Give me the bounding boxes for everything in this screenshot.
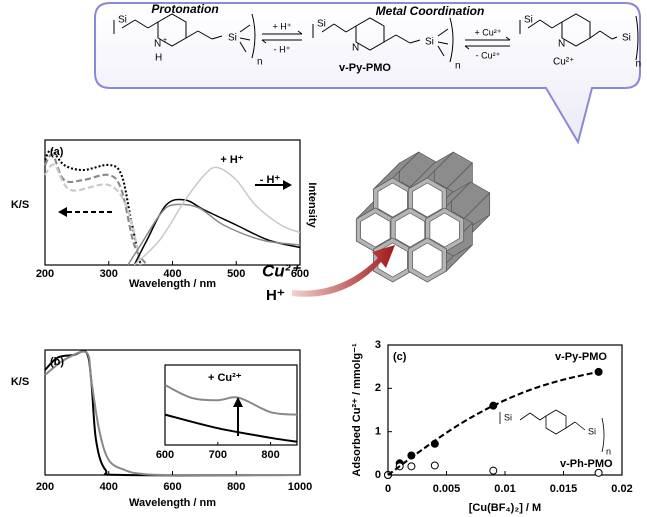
y-axis-label: K/S: [11, 199, 29, 211]
plot-frame: [387, 344, 623, 476]
y2-axis-label: Intensity: [306, 182, 318, 228]
y-tick-label: 2: [375, 382, 381, 394]
y-axis-label: Adsorbed Cu²⁺ / mmolg⁻¹: [351, 343, 363, 477]
structure: [499, 409, 605, 453]
series-label: v-Ph-PMO: [560, 458, 613, 470]
data-line: [133, 166, 301, 266]
x-tick-label: 600: [163, 481, 181, 493]
pore-hole: [377, 182, 408, 218]
data-line: [164, 384, 298, 416]
data-line: [387, 370, 599, 476]
arrow-head: [283, 180, 292, 190]
data-line: [44, 350, 301, 477]
arrow: [292, 245, 395, 297]
h: H: [155, 53, 162, 64]
cu-label: Cu²⁺: [262, 261, 301, 280]
x-axis-label: [Cu(BF₄)₂] / M: [469, 502, 541, 514]
si: Si: [425, 37, 434, 48]
si: Si: [228, 33, 237, 44]
data-point: [489, 466, 498, 475]
plus: +: [163, 37, 167, 44]
si: Si: [317, 19, 326, 30]
data-line: [164, 413, 298, 443]
x-axis-label: Wavelength / nm: [129, 278, 216, 290]
cu: Cu²⁺: [553, 57, 574, 68]
x-tick-label: 400: [100, 481, 118, 493]
plus-cu: + Cu²⁺: [474, 27, 501, 37]
si: Si: [524, 15, 533, 26]
x-tick-label: 700: [209, 449, 227, 461]
repeat: n: [257, 57, 263, 68]
pore-hole: [412, 182, 443, 218]
compound-label: v-Py-PMO: [339, 62, 391, 74]
annotation: + Cu²⁺: [208, 372, 242, 384]
pore-hole: [412, 242, 443, 278]
scheme-bubble: [94, 2, 641, 145]
y-axis-label: K/S: [11, 376, 29, 388]
x-tick-label: 0.005: [433, 483, 461, 495]
repeat: n: [635, 59, 641, 70]
n: N: [558, 39, 565, 50]
si: Si: [118, 15, 127, 26]
x-tick-label: 800: [227, 481, 245, 493]
data-line: [44, 163, 142, 266]
x-tick-label: 0.015: [550, 483, 578, 495]
h-label: H⁺: [266, 287, 285, 304]
n: N: [154, 39, 161, 50]
y-tick-label: 1: [375, 426, 381, 438]
repeat: n: [606, 446, 611, 456]
x-tick-label: 300: [100, 268, 118, 280]
pore-hole: [394, 212, 426, 248]
si: Si: [622, 33, 631, 44]
scheme-labels: Protonation Metal Coordination + H⁺ - H⁺…: [118, 2, 641, 74]
n: N: [352, 43, 359, 54]
x-tick-label: 400: [163, 268, 181, 280]
x-tick-label: 800: [261, 449, 279, 461]
panel-label: (b): [50, 356, 64, 368]
data-line: [44, 153, 148, 266]
x-axis-label: Wavelength / nm: [129, 497, 216, 509]
minus-h: - H⁺: [274, 44, 291, 54]
coordination-label: Metal Coordination: [376, 4, 485, 18]
x-tick-label: 1000: [288, 481, 312, 493]
plus-h: + H⁺: [272, 21, 291, 31]
x-tick-label: 600: [291, 268, 309, 280]
x-tick-label: 600: [156, 449, 174, 461]
pore-hole: [360, 212, 391, 248]
minus-cu: - Cu²⁺: [476, 50, 501, 60]
arrow-head: [233, 397, 243, 407]
protonation-label: Protonation: [151, 2, 218, 16]
si: Si: [588, 426, 596, 436]
y-tick-label: 0: [375, 469, 381, 481]
pore-hole: [429, 212, 460, 248]
data-point: [407, 462, 416, 471]
panel-label: (c): [393, 351, 407, 363]
data-point: [430, 461, 439, 470]
panel-label: (a): [50, 146, 64, 158]
annotation: - H⁺: [260, 174, 281, 186]
data-point: [594, 468, 603, 477]
y-tick-label: 3: [375, 339, 381, 351]
x-tick-label: 0.01: [494, 483, 515, 495]
data-line: [127, 203, 301, 266]
scheme: [113, 13, 639, 63]
x-tick-label: 0.02: [611, 483, 632, 495]
x-tick-label: 0: [385, 483, 391, 495]
annotation: + H⁺: [220, 154, 243, 166]
x-tick-label: 200: [36, 268, 54, 280]
repeat: n: [455, 61, 461, 72]
data-line: [44, 148, 142, 266]
plot-frame: [44, 139, 301, 266]
data-line: [133, 198, 301, 266]
si: Si: [504, 412, 512, 422]
x-tick-label: 500: [227, 268, 245, 280]
arrow-head: [58, 207, 67, 217]
x-tick-label: 200: [36, 481, 54, 493]
series-label: v-Py-PMO: [555, 351, 607, 363]
